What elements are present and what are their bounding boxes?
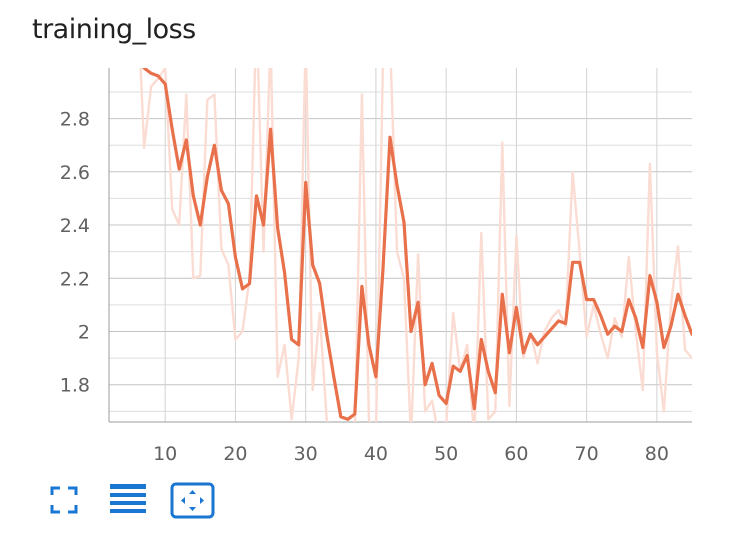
axes — [108, 68, 692, 423]
x-tick-label: 50 — [434, 443, 458, 465]
x-tick-label: 70 — [575, 443, 599, 465]
x-tick-label: 80 — [645, 443, 669, 465]
y-tick-label: 2.6 — [60, 162, 90, 184]
x-tick-label: 10 — [153, 443, 177, 465]
line-chart: 10 20 30 40 50 60 70 80 1.8 2 2.2 2.4 2.6 2.8 — [60, 68, 692, 465]
fit-domain-button[interactable] — [170, 482, 216, 519]
fit-domain-icon — [170, 482, 215, 519]
smoothed-loss-line — [142, 68, 692, 421]
x-tick-label: 60 — [504, 443, 528, 465]
fullscreen-button[interactable] — [44, 482, 84, 518]
y-tick-label: 2.4 — [60, 215, 90, 237]
x-tick-label: 20 — [223, 443, 247, 465]
x-tick-labels: 10 20 30 40 50 60 70 80 — [153, 443, 669, 465]
list-icon — [110, 484, 146, 513]
x-tick-label: 40 — [364, 443, 388, 465]
fullscreen-icon — [50, 486, 78, 514]
series-group — [139, 68, 692, 422]
y-tick-label: 2 — [78, 322, 90, 344]
y-tick-label: 2.8 — [60, 109, 90, 131]
y-tick-labels: 1.8 2 2.2 2.4 2.6 2.8 — [60, 109, 90, 397]
toggle-list-button[interactable] — [108, 482, 148, 518]
y-tick-label: 2.2 — [60, 268, 90, 290]
chart-title: training_loss — [32, 14, 196, 45]
raw-loss-line — [139, 68, 692, 422]
y-tick-label: 1.8 — [60, 375, 90, 397]
x-tick-label: 30 — [294, 443, 318, 465]
grid-lines — [109, 68, 692, 422]
